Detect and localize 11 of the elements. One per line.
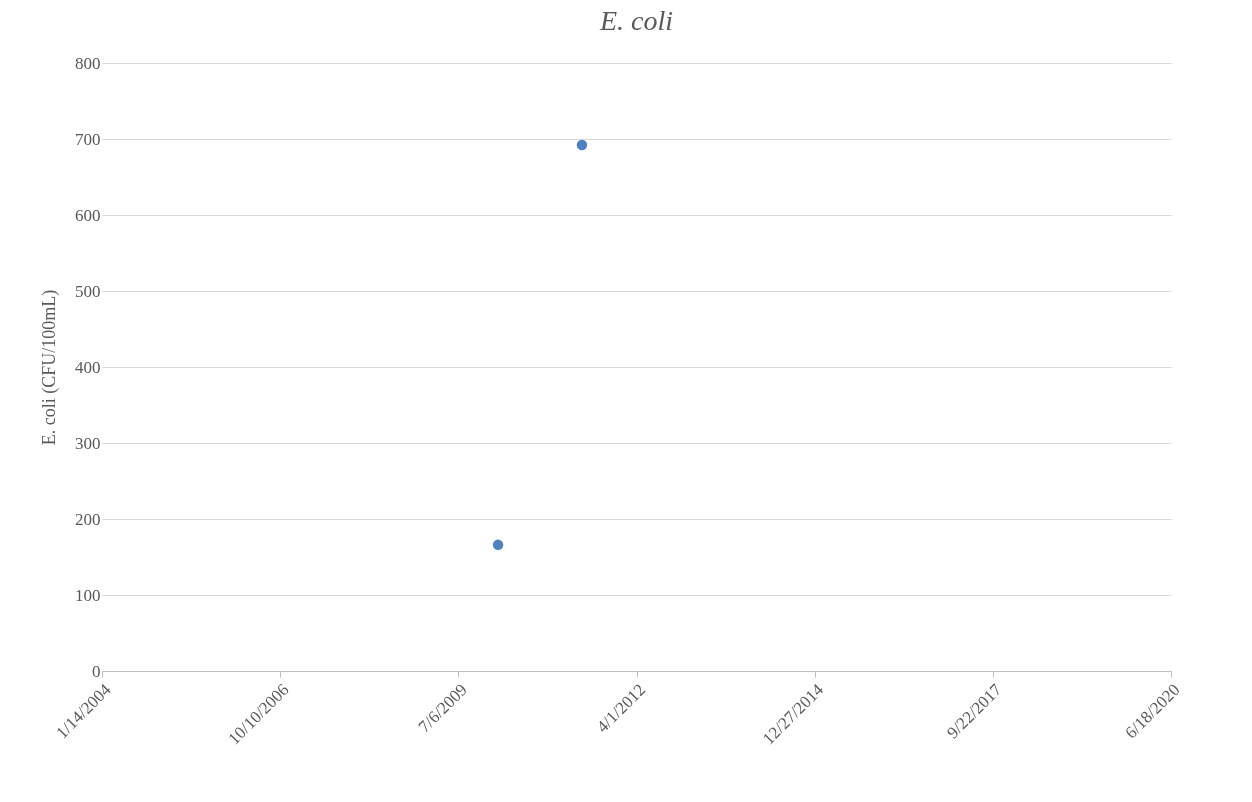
y-tick-label: 0 bbox=[92, 661, 101, 681]
y-tick-label: 100 bbox=[75, 585, 101, 605]
y-tick-label: 500 bbox=[75, 281, 101, 301]
y-tick-label: 800 bbox=[75, 53, 101, 73]
y-tick-label: 300 bbox=[75, 433, 101, 453]
y-axis-title: E. coli (CFU/100mL) bbox=[39, 289, 60, 446]
y-tick-label: 400 bbox=[75, 357, 101, 377]
y-tick-label: 700 bbox=[75, 129, 101, 149]
y-tick-label: 600 bbox=[75, 205, 101, 225]
chart-title: E. coli bbox=[598, 5, 674, 36]
y-tick-label: 200 bbox=[75, 509, 101, 529]
